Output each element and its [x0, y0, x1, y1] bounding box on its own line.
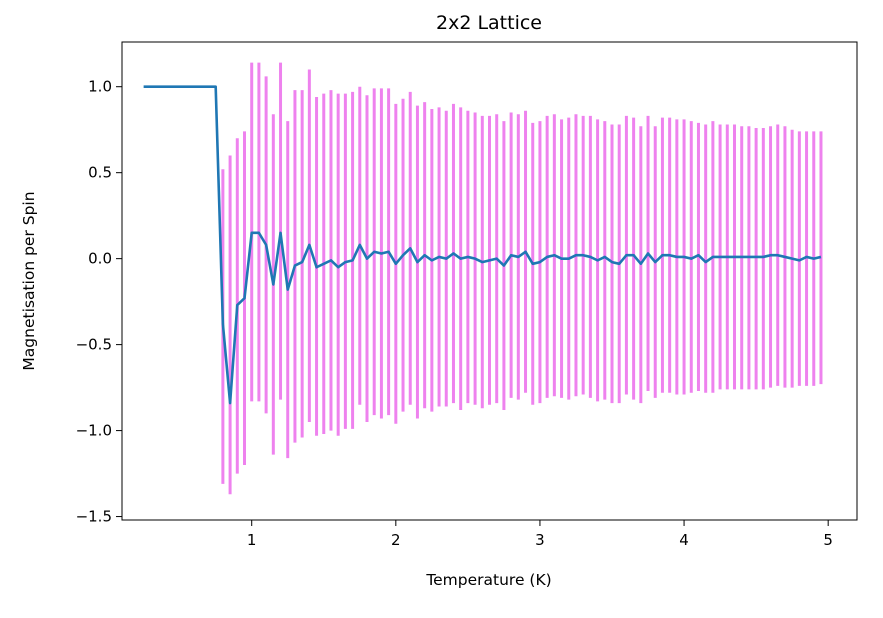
y-tick-label: −1.0	[76, 422, 112, 440]
x-tick-label: 2	[391, 531, 401, 549]
x-tick-label: 3	[535, 531, 545, 549]
y-tick-label: 1.0	[88, 78, 112, 96]
x-axis-ticks: 1 2 3 4 5	[247, 520, 833, 549]
y-tick-label: 0.0	[88, 250, 112, 268]
x-tick-label: 1	[247, 531, 257, 549]
y-tick-label: 0.5	[88, 164, 112, 182]
x-tick-label: 4	[679, 531, 689, 549]
y-axis-ticks: −1.5 −1.0 −0.5 0.0 0.5 1.0	[76, 78, 122, 526]
chart-title: 2x2 Lattice	[436, 12, 542, 34]
y-axis-label: Magnetisation per Spin	[20, 191, 38, 370]
magnetisation-line	[143, 85, 822, 405]
y-tick-label: −0.5	[76, 336, 112, 354]
plot-frame	[121, 41, 858, 521]
y-tick-label: −1.5	[76, 508, 112, 526]
x-tick-label: 5	[823, 531, 833, 549]
error-bars	[221, 62, 823, 495]
x-axis-label: Temperature (K)	[425, 571, 551, 589]
data-line-layer	[143, 85, 822, 405]
